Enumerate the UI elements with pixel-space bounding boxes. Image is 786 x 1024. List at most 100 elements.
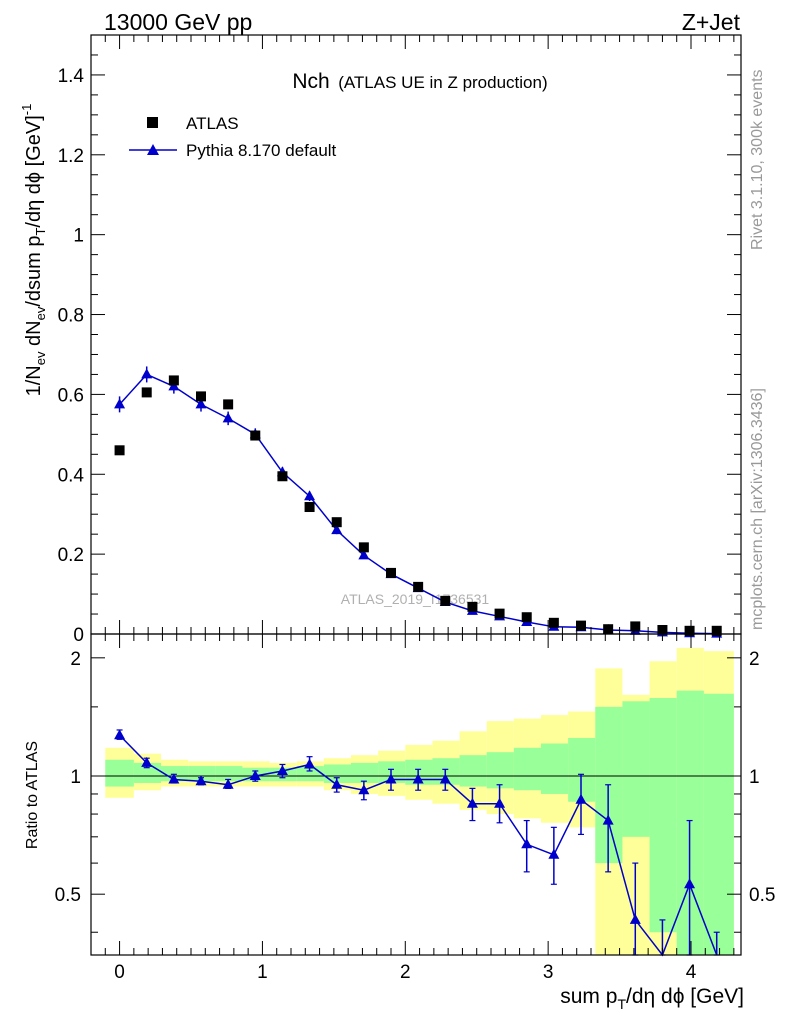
pythia-point — [141, 368, 153, 379]
band-inner-bin — [459, 755, 487, 787]
atlas-point — [331, 517, 342, 528]
upper-ytick-label: 0.4 — [58, 465, 85, 486]
band-inner-bin — [486, 752, 514, 789]
pythia-point — [304, 490, 316, 501]
pythia-point — [358, 549, 370, 560]
atlas-point — [521, 612, 532, 623]
atlas-point — [494, 608, 505, 619]
band-inner-bin — [215, 766, 243, 782]
upper-ytick-label: 1.4 — [58, 66, 85, 87]
ratio-point — [629, 913, 641, 924]
upper-ytick-label: 0 — [73, 625, 84, 646]
ratio-point — [412, 773, 424, 784]
atlas-point — [304, 502, 315, 513]
upper-ytick-label: 0.6 — [58, 385, 84, 406]
axes: 0 0.2 0.4 0.6 0.8 1 1.2 1.4 0 1 2 3 4 0.5 0.5 1 1 2 2 — [55, 34, 775, 983]
ratio-ylabel: Ratio to ATLAS — [24, 741, 41, 849]
atlas-point — [576, 620, 586, 631]
ratio-point — [141, 756, 153, 767]
upper-ylabel: 1/Nev dNev/dsum pT/dη dϕ [GeV]-1 — [19, 104, 48, 397]
band-inner-bin — [541, 743, 569, 794]
atlas-point — [358, 542, 369, 553]
ratio-point — [575, 793, 587, 804]
atlas-point — [711, 625, 722, 636]
ratio-ytick-label-right: 0.5 — [749, 885, 775, 906]
pythia-point — [222, 412, 234, 423]
legend-pythia-marker — [147, 144, 159, 155]
header-left: 13000 GeV pp — [104, 9, 252, 35]
atlas-point — [114, 445, 125, 456]
band-inner-bin — [622, 701, 650, 837]
atlas-point — [440, 595, 451, 606]
pythia-point — [331, 524, 343, 535]
ratio-point — [358, 784, 370, 795]
atlas-point — [603, 624, 614, 635]
ratio-frame — [90, 633, 742, 956]
ratio-point — [521, 838, 533, 849]
ratio-point — [222, 778, 234, 789]
ratio-point — [385, 773, 397, 784]
ratio-point — [276, 764, 288, 775]
xlabel: sum pT/dη dϕ [GeV] — [560, 985, 744, 1012]
atlas-point — [467, 601, 478, 612]
band-inner-bin — [513, 747, 541, 791]
atlas-point — [386, 567, 396, 578]
pythia-point — [195, 398, 207, 409]
band-inner-bin — [649, 698, 677, 933]
atlas-point — [548, 617, 559, 628]
band-inner-bin — [105, 759, 134, 787]
ratio-ytick-label-left: 2 — [70, 649, 81, 670]
plot-title-main: Nch — [292, 70, 329, 93]
ratio-ytick-label-right: 2 — [749, 649, 760, 670]
ratio-point — [684, 878, 696, 889]
xtick-label: 1 — [257, 962, 268, 983]
legend: ATLAS Pythia 8.170 default — [129, 114, 337, 160]
upper-ytick-label: 0.2 — [58, 545, 84, 566]
ratio-uncertainty-bands — [91, 647, 741, 955]
ratio-point — [195, 775, 207, 786]
plot-title-sub: (ATLAS UE in Z production) — [338, 73, 547, 92]
ratio-point — [548, 848, 560, 859]
ratio-ytick-label-left: 0.5 — [55, 885, 81, 906]
ratio-point — [168, 773, 180, 784]
ratio-point — [114, 729, 126, 740]
atlas-point — [684, 625, 695, 636]
pythia-point — [114, 398, 126, 409]
xtick-label: 4 — [686, 962, 697, 983]
atlas-point — [141, 387, 152, 398]
band-inner-bin — [188, 766, 216, 782]
legend-pythia-label: Pythia 8.170 default — [186, 141, 337, 160]
ratio-point — [466, 797, 478, 808]
side-rivet: Rivet 3.1.10, 300k events — [749, 69, 766, 250]
ratio-point — [331, 778, 343, 789]
band-inner-bin — [703, 693, 734, 955]
ratio-point — [494, 797, 506, 808]
band-inner-bin — [351, 762, 379, 783]
atlas-point — [277, 471, 288, 482]
ratio-point — [304, 758, 316, 769]
ratio-ytick-label-left: 1 — [70, 767, 81, 788]
plot-title: Nch (ATLAS UE in Z production) — [292, 70, 547, 93]
band-inner-bin — [323, 764, 351, 783]
side-mcplots: mcplots.cern.ch [arXiv:1306.3436] — [749, 388, 766, 630]
legend-atlas-label: ATLAS — [186, 114, 239, 133]
ratio-point — [602, 814, 614, 825]
upper-ytick-label: 1.2 — [58, 146, 84, 167]
atlas-point — [630, 621, 641, 632]
atlas-point — [250, 430, 261, 441]
legend-atlas-marker — [147, 117, 158, 128]
header-right: Z+Jet — [682, 9, 741, 35]
band-inner-bin — [161, 766, 189, 782]
ratio-point — [439, 773, 451, 784]
upper-ytick-label: 1 — [73, 226, 84, 247]
xtick-label: 0 — [114, 962, 125, 983]
atlas-point — [196, 391, 206, 402]
ratio-ytick-label-right: 1 — [749, 767, 760, 788]
atlas-point — [168, 375, 179, 386]
atlas-point — [413, 581, 424, 592]
xtick-label: 3 — [543, 962, 554, 983]
upper-ytick-label: 0.8 — [58, 306, 84, 327]
ratio-plot-marks — [114, 729, 720, 957]
xtick-label: 2 — [400, 962, 411, 983]
